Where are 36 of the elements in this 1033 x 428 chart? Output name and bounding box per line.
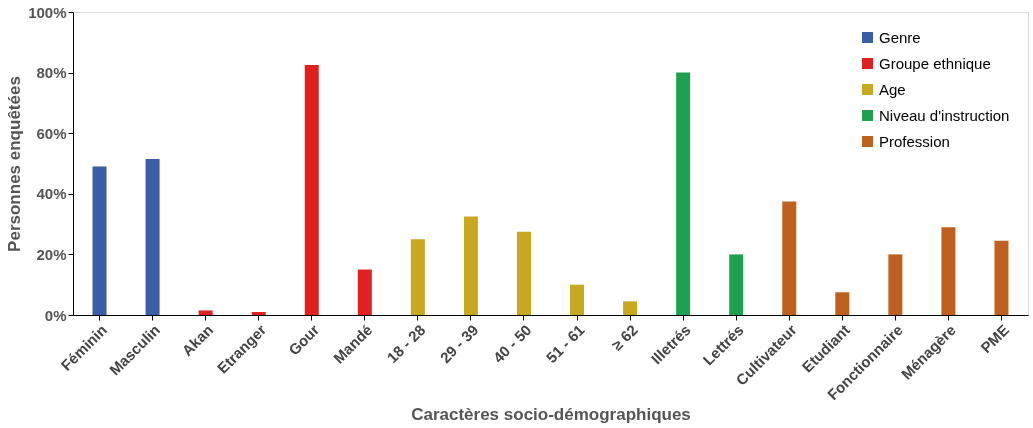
bar: [145, 158, 160, 315]
y-tick-label: 0%: [44, 306, 67, 324]
bar: [782, 201, 797, 315]
x-axis-title: Caractères socio-démographiques: [411, 405, 691, 425]
x-tick-label: 51 - 61: [542, 321, 588, 367]
x-tick-label: 40 - 50: [489, 321, 535, 367]
bar: [251, 311, 266, 315]
bar: [623, 301, 638, 315]
y-tick-label: 60%: [36, 124, 67, 142]
bar: [888, 254, 903, 315]
legend-label: Age: [879, 80, 906, 98]
bar: [994, 240, 1009, 315]
legend-label: Niveau d'instruction: [879, 106, 1010, 124]
bar: [357, 269, 372, 315]
legend-label: Profession: [879, 132, 950, 150]
bar: [410, 239, 425, 315]
y-tick-label: 40%: [36, 185, 67, 203]
legend-label: Genre: [879, 28, 921, 46]
y-tick-label: 80%: [36, 64, 67, 82]
x-tick-label: 29 - 39: [436, 321, 482, 367]
bar: [676, 72, 691, 315]
bar: [835, 292, 850, 315]
bar: [941, 227, 956, 315]
x-tick-label: 18 - 28: [383, 321, 429, 367]
x-tick-label: ≥ 62: [608, 321, 641, 354]
bar: [92, 166, 107, 315]
y-axis-title: Personnes enquêtées: [5, 76, 25, 252]
legend-label: Groupe ethnique: [879, 54, 991, 72]
bar: [463, 216, 478, 315]
bar: [729, 254, 744, 315]
bar: [516, 231, 531, 315]
y-tick-label: 20%: [36, 245, 67, 263]
y-tick-label: 100%: [28, 3, 67, 21]
bar: [304, 65, 319, 315]
bar: [198, 310, 213, 315]
bar: [570, 284, 585, 315]
